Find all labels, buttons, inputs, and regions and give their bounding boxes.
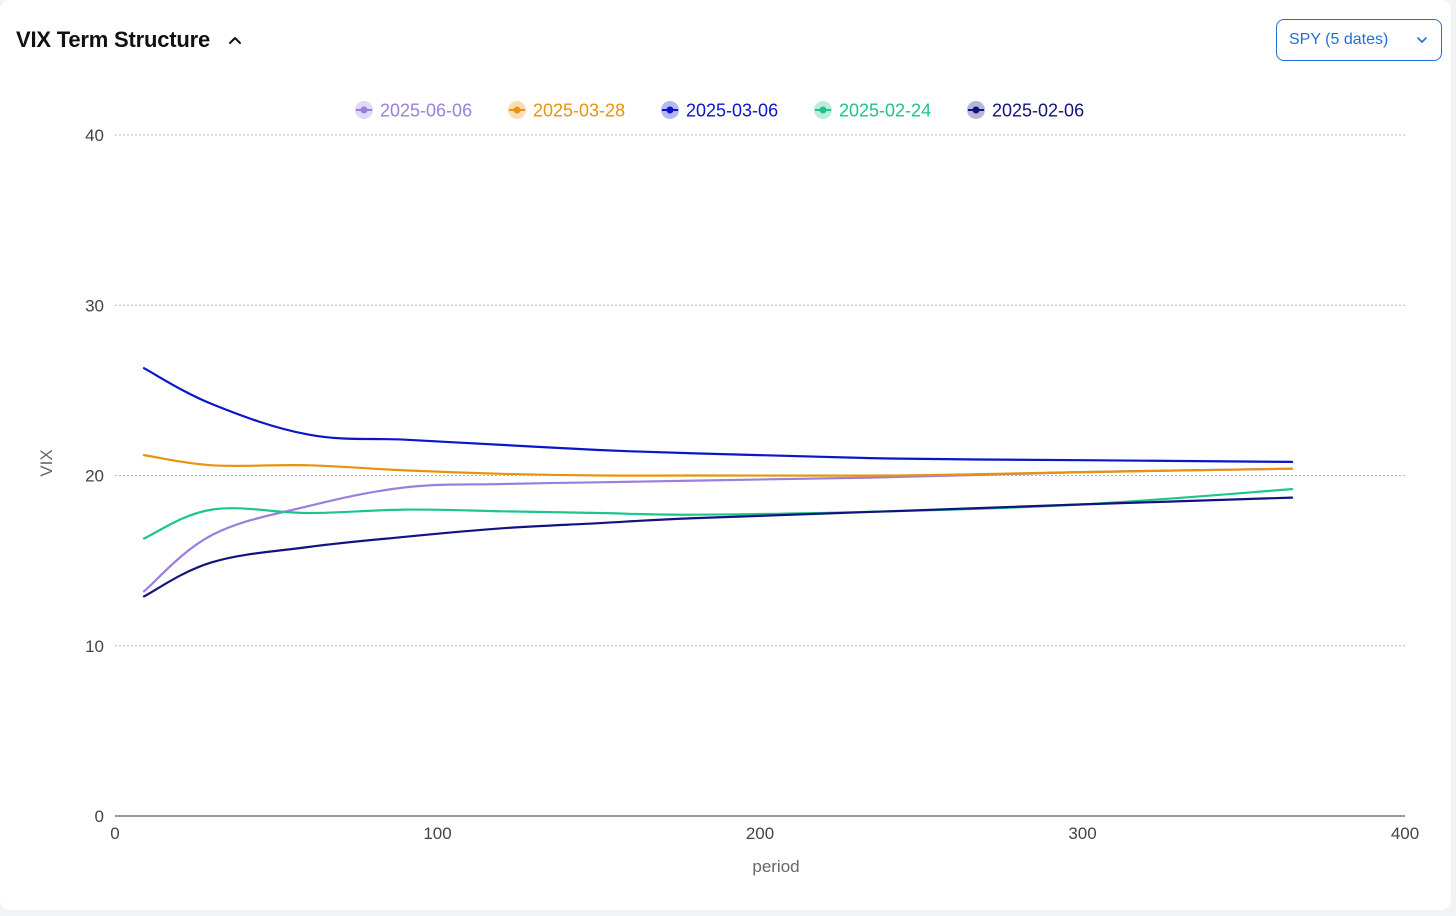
legend-item-2025-03-28[interactable]: 2025-03-28 xyxy=(508,101,625,121)
card-header: VIX Term Structure xyxy=(16,24,246,56)
series-line-2025-03-28 xyxy=(142,454,1294,477)
x-tick-label: 400 xyxy=(1391,824,1419,843)
x-axis-label: period xyxy=(752,857,799,876)
legend-item-2025-02-24[interactable]: 2025-02-24 xyxy=(814,101,931,121)
y-tick-label: 30 xyxy=(85,296,104,315)
legend-label: 2025-03-28 xyxy=(533,101,625,121)
legend-marker-dot xyxy=(513,106,521,114)
legend-marker-dot xyxy=(972,106,980,114)
series-line-2025-02-06 xyxy=(142,496,1294,598)
legend-label: 2025-03-06 xyxy=(686,101,778,121)
chevron-up-icon xyxy=(229,37,242,44)
series-line-2025-06-06 xyxy=(142,467,1294,593)
x-tick-label: 100 xyxy=(423,824,451,843)
collapse-button[interactable] xyxy=(224,29,246,51)
legend-marker-dot xyxy=(360,106,368,114)
y-tick-label: 40 xyxy=(85,126,104,145)
legend-label: 2025-06-06 xyxy=(380,101,472,121)
legend-marker-dot xyxy=(666,106,674,114)
y-axis-label: VIX xyxy=(37,449,56,476)
legend-item-2025-03-06[interactable]: 2025-03-06 xyxy=(661,101,778,121)
x-tick-label: 200 xyxy=(746,824,774,843)
series-line-2025-02-24 xyxy=(142,488,1294,540)
legend-label: 2025-02-06 xyxy=(992,101,1084,121)
x-tick-label: 0 xyxy=(110,824,119,843)
symbol-select-value: SPY (5 dates) xyxy=(1289,31,1389,48)
symbol-select[interactable]: SPY (5 dates) xyxy=(1276,19,1442,61)
y-tick-label: 10 xyxy=(85,637,104,656)
y-tick-label: 0 xyxy=(95,807,104,826)
legend-label: 2025-02-24 xyxy=(839,101,931,121)
chart-title: VIX Term Structure xyxy=(16,27,211,52)
grid-lines xyxy=(115,134,1405,647)
series-lines xyxy=(142,367,1294,598)
legend-item-2025-02-06[interactable]: 2025-02-06 xyxy=(967,101,1084,121)
x-tick-label: 300 xyxy=(1068,824,1096,843)
y-tick-label: 20 xyxy=(85,467,104,486)
legend-marker-dot xyxy=(819,106,827,114)
legend-item-2025-06-06[interactable]: 2025-06-06 xyxy=(355,101,472,121)
legend: 2025-06-06 2025-03-28 2025-03-06 2025-02-24… xyxy=(355,101,1084,121)
series-line-2025-03-06 xyxy=(142,367,1294,463)
chevron-down-icon xyxy=(1415,33,1429,47)
